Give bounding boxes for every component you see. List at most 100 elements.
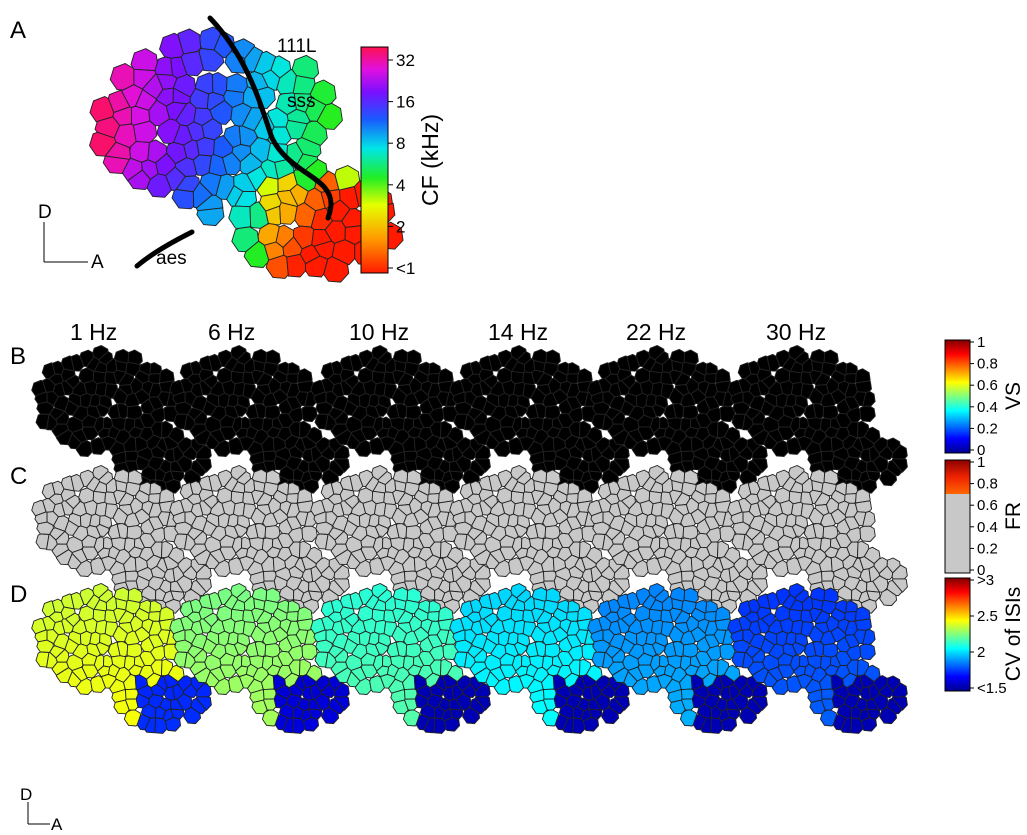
map-cell <box>198 48 225 72</box>
orientation-indicator-a: D A <box>38 202 104 273</box>
map-cell <box>751 458 768 473</box>
map-cell <box>891 578 908 593</box>
panel-rows: B 1 0.8 0.6 0.4 0.2 0 VS C 1 0.8 0.6 0.4 0.2 0 FR D >3 2.5… <box>10 334 1025 734</box>
map-cell <box>474 458 491 473</box>
colorbar-tick-label: 1 <box>977 454 985 471</box>
map-cell <box>126 525 143 540</box>
frequency-title: 14 Hz <box>488 319 548 345</box>
map-cell <box>557 650 574 667</box>
map-cell <box>75 439 93 457</box>
map-cell <box>171 189 195 210</box>
map-cell <box>879 706 898 725</box>
map-cell <box>544 405 561 420</box>
map-cell <box>771 439 789 457</box>
colorbar-tick-label: 0.2 <box>977 540 998 557</box>
colorbar-tick-label: 0.2 <box>977 420 998 437</box>
map-cell <box>369 437 386 455</box>
map-cell <box>720 716 738 732</box>
map-cell <box>292 717 306 734</box>
map-cell <box>228 205 252 229</box>
map-cell <box>90 675 107 693</box>
map-cell <box>886 459 903 477</box>
map-cell <box>488 353 503 372</box>
map-cell <box>493 559 511 577</box>
map-cell <box>631 559 649 577</box>
map-cell <box>626 591 641 610</box>
map-cell <box>513 641 528 655</box>
map-cell <box>679 709 697 727</box>
map-cell <box>331 239 356 266</box>
cf-tick-label: 32 <box>396 51 415 70</box>
row-label: B <box>10 343 26 370</box>
map-cell <box>613 696 630 711</box>
map-cell <box>878 565 894 580</box>
map-cell <box>786 437 803 455</box>
map-cell <box>608 697 625 715</box>
map-b-6 <box>727 345 908 496</box>
colorbar-tick-label: 1 <box>977 334 985 351</box>
map-cell <box>302 716 320 732</box>
map-cell <box>739 706 758 725</box>
map-cell <box>719 525 736 543</box>
map-cell <box>405 405 422 420</box>
map-cell <box>182 565 198 580</box>
map-cell <box>720 478 738 494</box>
map-cell <box>418 650 435 667</box>
map-cell <box>886 697 903 715</box>
map-cell <box>822 405 839 420</box>
cf-map-cells <box>89 26 404 283</box>
panel-a-label: A <box>10 17 26 44</box>
map-cell <box>95 403 110 417</box>
map-cell <box>791 403 806 417</box>
map-cell <box>682 643 699 658</box>
map-cell <box>751 578 768 593</box>
map-cell <box>132 120 158 143</box>
map-d-2 <box>169 583 350 734</box>
map-cell <box>738 445 754 460</box>
map-cell <box>196 137 215 157</box>
map-cell <box>461 683 477 698</box>
map-cell <box>264 405 281 420</box>
map-cell <box>213 559 231 577</box>
map-cell <box>651 641 666 655</box>
frequency-titles: 1 Hz 6 Hz 10 Hz 14 Hz 22 Hz 30 Hz <box>70 319 826 345</box>
colorbar-tick-label: 0.4 <box>977 519 998 536</box>
map-cell <box>508 437 525 455</box>
map-cell <box>886 579 903 597</box>
map-cell <box>320 683 336 698</box>
map-cell <box>208 591 223 610</box>
map-cell <box>710 717 724 734</box>
map-cell <box>190 697 207 715</box>
map-cell <box>208 473 223 492</box>
map-cell <box>328 459 345 477</box>
colorbar-title: VS <box>1002 382 1025 410</box>
map-cell <box>751 696 768 711</box>
colorbar-tick-label: 0.6 <box>977 377 998 394</box>
map-cell <box>878 683 894 698</box>
colorbar-title: CV of ISIs <box>1002 587 1025 682</box>
colorbar-tick-label: 0.6 <box>977 497 998 514</box>
map-cell <box>238 125 258 147</box>
map-cell <box>208 353 223 372</box>
map-cell <box>859 643 876 661</box>
map-cell <box>695 412 712 429</box>
frequency-title: 1 Hz <box>70 319 117 345</box>
map-cell <box>766 473 781 492</box>
map-cell <box>469 459 486 477</box>
map-cell <box>123 709 141 727</box>
map-cell <box>443 478 461 494</box>
map-cell <box>835 532 852 549</box>
colorbar-c: 1 0.8 0.6 0.4 0.2 0 FR <box>944 454 1025 579</box>
panel-a: A 111L sss aes D A 32 16 8 4 2 <1 CF (kHz) <box>10 15 443 283</box>
map-cell <box>695 650 712 667</box>
colorbar-tick-label: 0.8 <box>977 476 998 493</box>
map-cell <box>855 500 872 513</box>
map-cell <box>544 525 561 540</box>
map-cell <box>164 716 182 732</box>
map-cell <box>305 255 329 278</box>
cf-tick-label: 16 <box>396 93 415 112</box>
map-cell <box>719 643 736 661</box>
cf-colorbar-ticks: 32 16 8 4 2 <1 <box>388 51 415 278</box>
map-cell <box>541 709 559 727</box>
cf-tick-label: 2 <box>396 217 405 236</box>
